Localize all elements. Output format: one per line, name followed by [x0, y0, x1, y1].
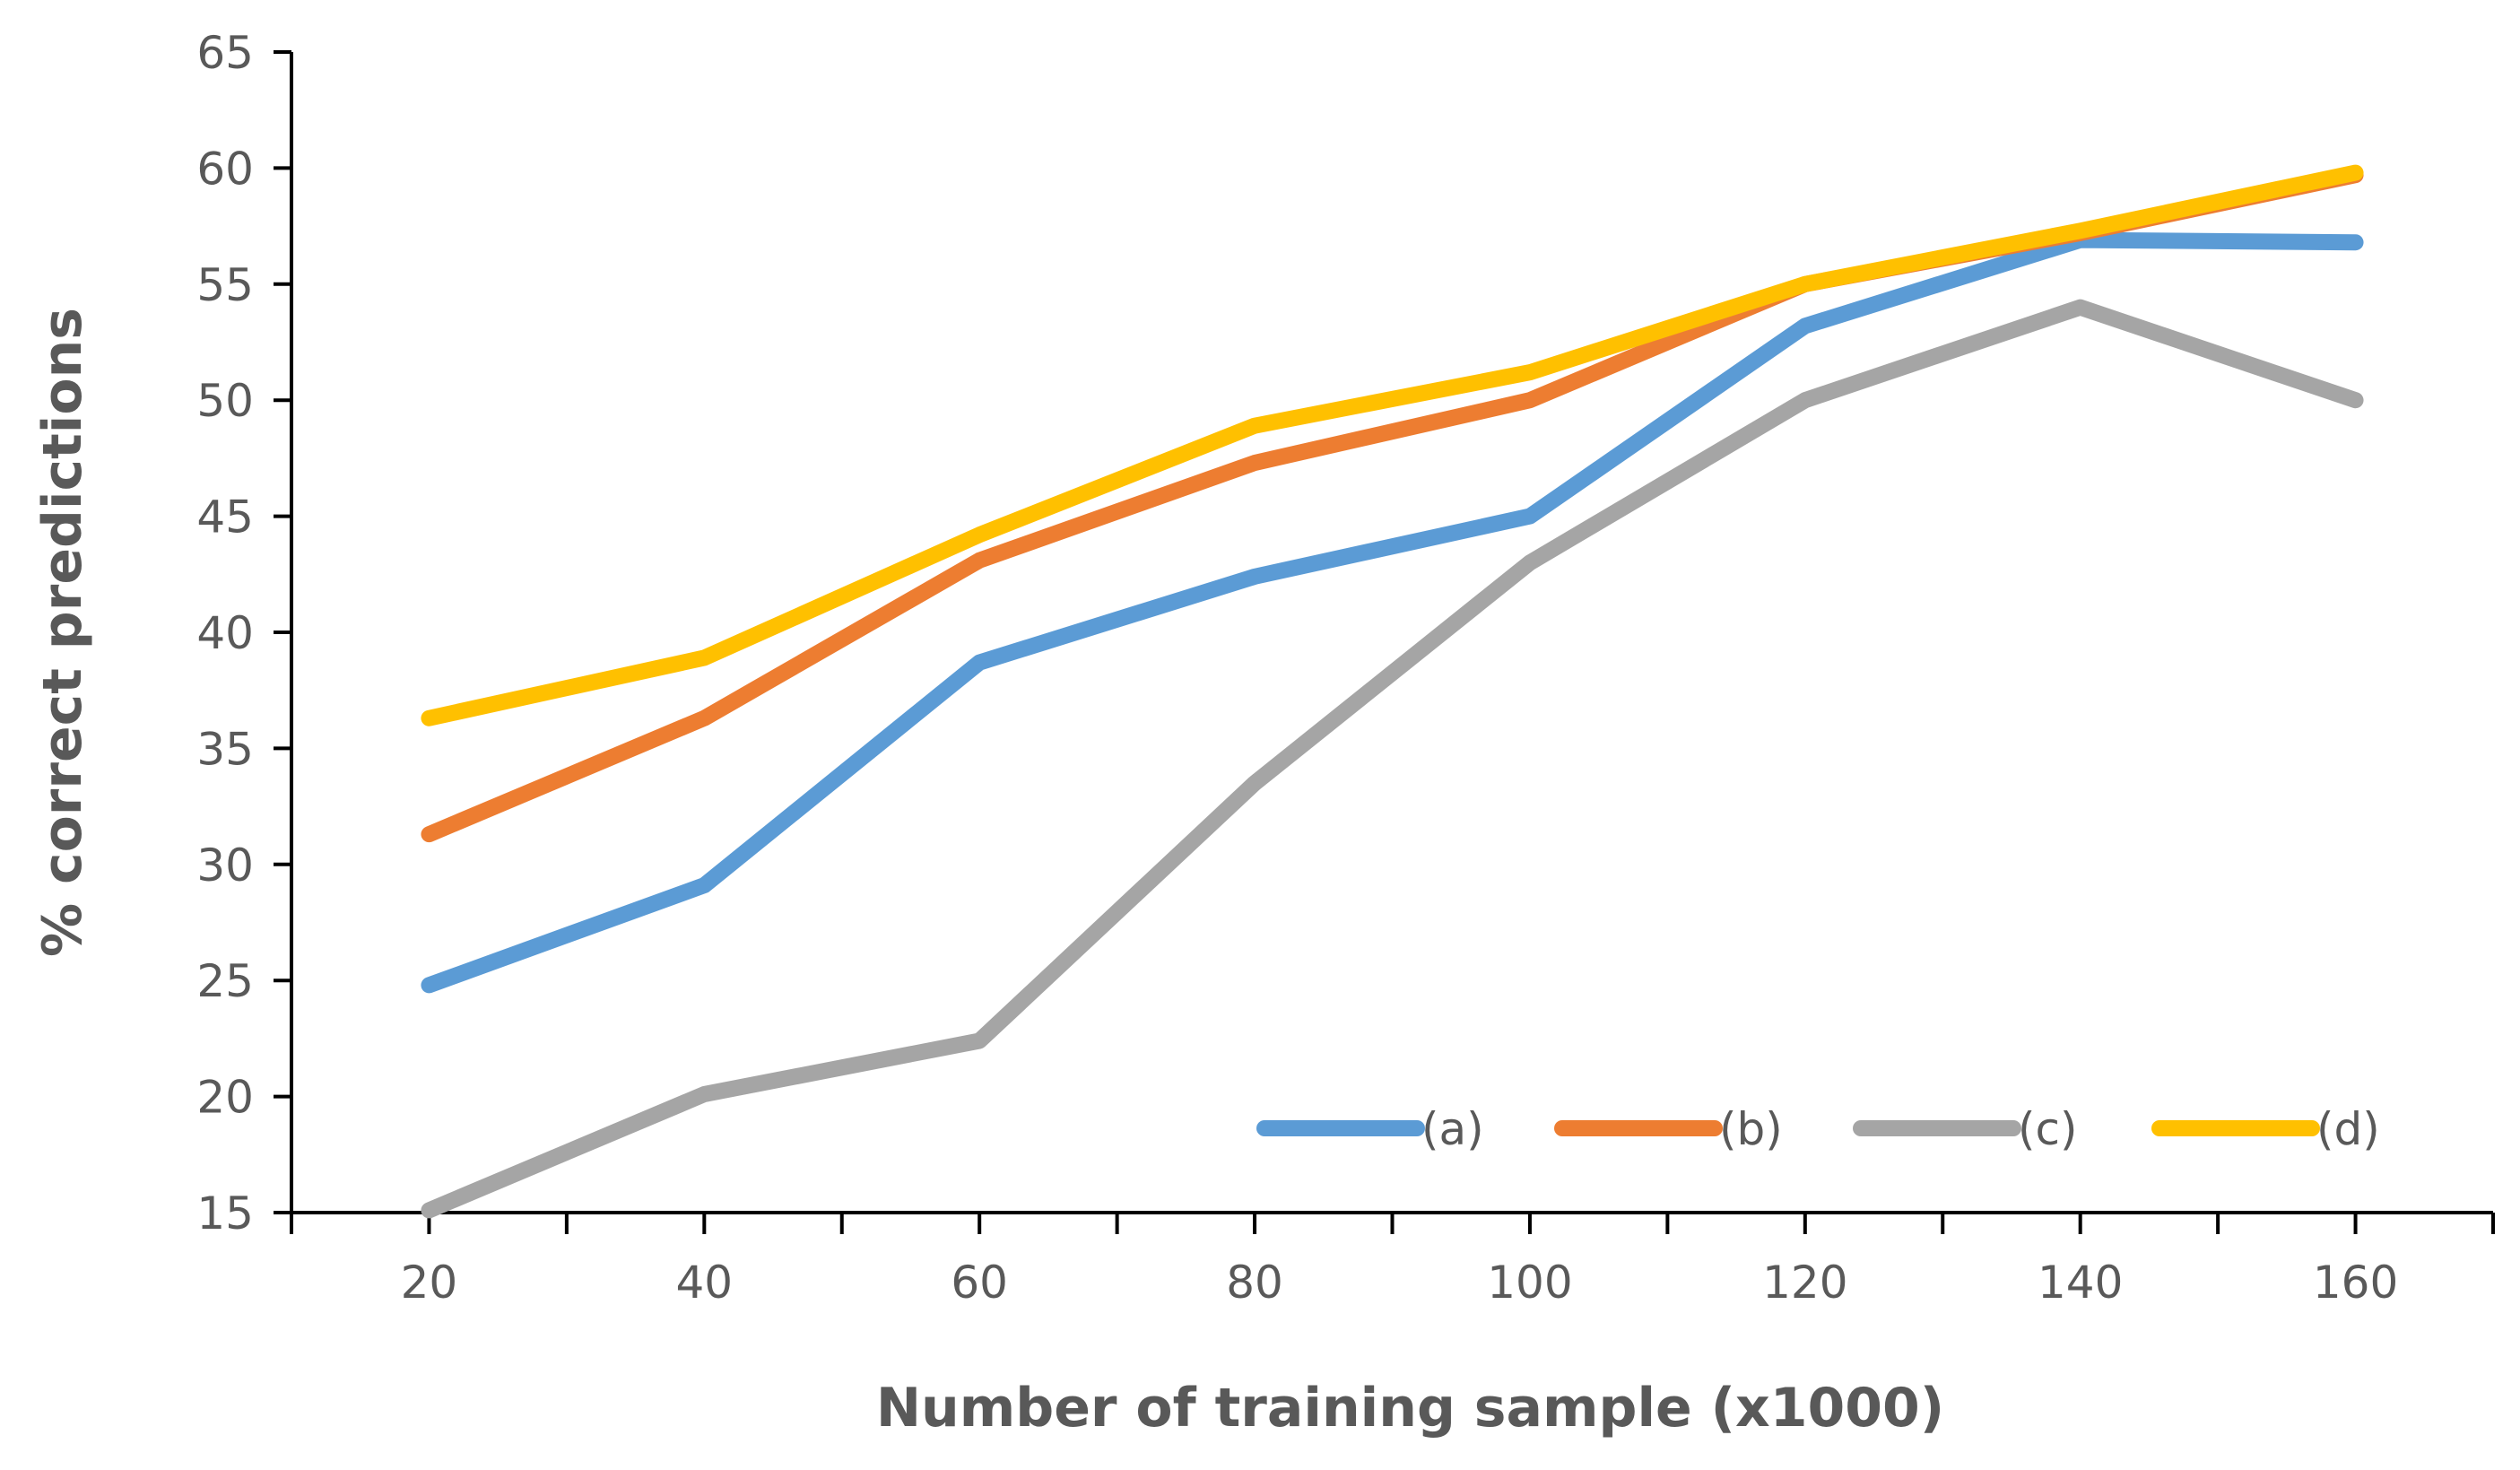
x-tick-label: 160 — [2313, 1257, 2398, 1309]
y-tick-label: 65 — [196, 27, 254, 79]
y-tick-label: 45 — [196, 491, 254, 544]
y-tick-label: 15 — [196, 1187, 254, 1239]
y-tick-label: 20 — [196, 1072, 254, 1124]
y-tick-label: 40 — [196, 607, 254, 659]
series-line-a — [421, 231, 2364, 994]
y-axis-ticks: 15 20 25 30 35 40 45 50 55 60 65 — [196, 27, 291, 1239]
x-tick-label: 60 — [951, 1257, 1008, 1309]
x-tick-label: 80 — [1226, 1257, 1283, 1309]
series-line-b — [421, 167, 2364, 843]
series-line-d — [421, 164, 2364, 726]
legend: (a) (b) (c) (d) — [1256, 1103, 2380, 1155]
y-tick-label: 25 — [196, 955, 254, 1007]
y-tick-label: 35 — [196, 723, 254, 775]
legend-label-c: (c) — [2018, 1103, 2078, 1155]
x-tick-label: 140 — [2038, 1257, 2123, 1309]
x-tick-label: 100 — [1487, 1257, 1572, 1309]
series-line-c — [421, 299, 2364, 1219]
x-axis-title: Number of training sample (x1000) — [876, 1377, 1944, 1440]
x-tick-label: 20 — [401, 1257, 458, 1309]
legend-label-d: (d) — [2316, 1103, 2380, 1155]
y-axis-title: % correct predictions — [31, 308, 94, 957]
y-tick-label: 50 — [196, 375, 254, 427]
y-tick-label: 60 — [196, 143, 254, 195]
x-tick-label: 120 — [1762, 1257, 1847, 1309]
y-tick-label: 55 — [196, 259, 254, 311]
x-axis-ticks: 20 40 60 80 100 120 140 160 — [290, 1213, 2495, 1309]
legend-label-a: (a) — [1421, 1103, 1484, 1155]
legend-label-b: (b) — [1719, 1103, 1783, 1155]
y-tick-label: 30 — [196, 839, 254, 892]
x-tick-label: 40 — [676, 1257, 734, 1309]
series-group — [421, 164, 2364, 1219]
